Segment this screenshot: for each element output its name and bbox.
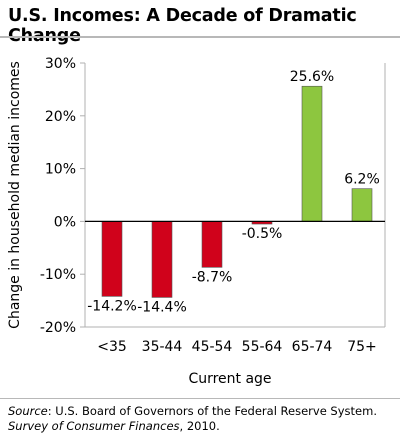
source-publication: Survey of Consumer Finances: [8, 419, 180, 433]
bar-1: [101, 221, 123, 297]
bar-5: [301, 85, 323, 222]
x-axis-label: Current age: [188, 371, 271, 387]
y-axis-label: Change in household median incomes: [7, 61, 23, 329]
title-divider: [0, 36, 400, 38]
source-note: Source: U.S. Board of Governors of the F…: [8, 404, 394, 434]
bar-6: [351, 188, 373, 222]
y-tick-label: -10%: [40, 267, 76, 283]
bar-3: [201, 221, 223, 268]
data-label: 6.2%: [344, 172, 380, 188]
x-tick-label: 75+: [347, 339, 377, 355]
data-label: -14.4%: [137, 299, 187, 315]
x-tick-label: 55-64: [242, 339, 283, 355]
y-tick-label: -20%: [40, 320, 76, 336]
source-label: Source: [8, 404, 48, 418]
y-tick-label: 30%: [45, 56, 76, 72]
x-tick-label: 35-44: [142, 339, 183, 355]
source-text-after: , 2010.: [179, 419, 220, 433]
bar-chart: 30% 20% 10% 0% -10% -20% -14.2% -14.4% -8.7% -0.5…: [7, 56, 386, 387]
x-tick-label: 45-54: [192, 339, 233, 355]
y-tick-label: 0%: [54, 214, 76, 230]
x-tick-label: <35: [97, 339, 127, 355]
data-label: 25.6%: [290, 69, 334, 85]
bar-2: [151, 221, 173, 298]
data-label: -14.2%: [87, 298, 137, 314]
x-tick-label: 65-74: [292, 339, 333, 355]
source-text-before: : U.S. Board of Governors of the Federal…: [47, 404, 377, 418]
y-tick-label: 10%: [45, 162, 76, 178]
data-label: -0.5%: [242, 226, 283, 242]
data-label: -8.7%: [192, 269, 233, 285]
y-tick-label: 20%: [45, 109, 76, 125]
source-divider: [0, 398, 400, 399]
